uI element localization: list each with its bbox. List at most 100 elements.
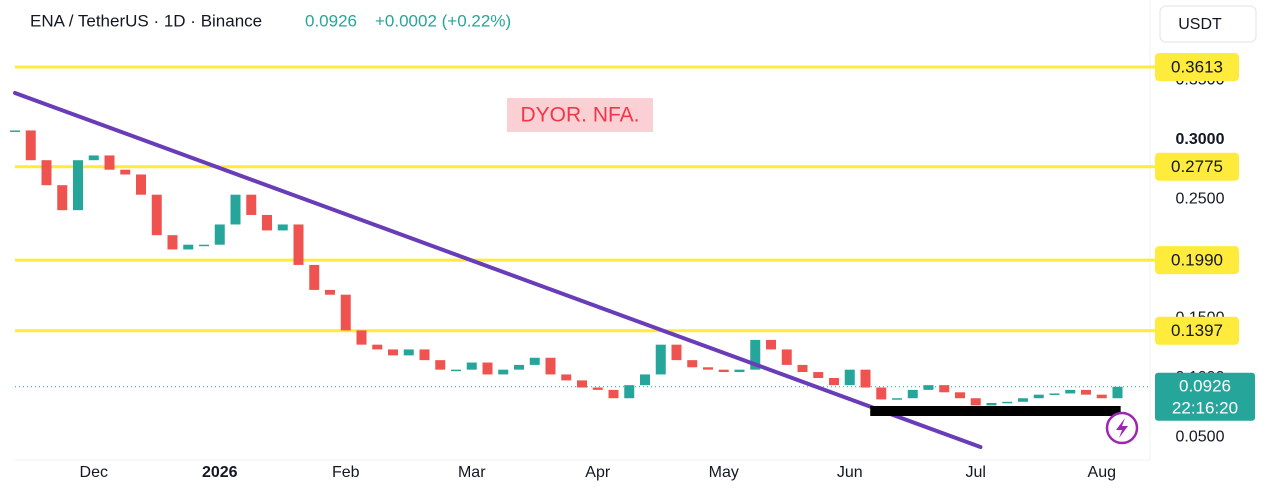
annotation: DYOR. NFA. (520, 104, 639, 127)
candle (545, 357, 556, 375)
candle (419, 349, 430, 361)
candle (718, 369, 729, 373)
annotation-box (507, 98, 653, 132)
candle (608, 389, 619, 399)
last-price-label: 0.0926 (1179, 376, 1231, 395)
x-tick-label: Mar (458, 464, 486, 481)
level-label-box (1155, 246, 1239, 275)
candle (844, 369, 855, 386)
candle (356, 330, 367, 345)
x-tick-label: Aug (1088, 464, 1116, 481)
y-tick-label: 0.3000 (1176, 131, 1225, 148)
symbol-title: ENA / TetherUS · 1D · Binance (30, 11, 262, 30)
candle (372, 344, 383, 350)
candle (640, 374, 650, 386)
candle (781, 349, 792, 365)
x-tick-label: May (709, 464, 739, 481)
x-tick-label: 2026 (202, 464, 238, 481)
candle (829, 377, 839, 386)
y-tick-label: 0.2500 (1176, 191, 1225, 208)
candle (246, 194, 257, 215)
candle (923, 385, 934, 390)
countdown: 22:16:20 (1172, 398, 1238, 417)
level-label-box (1155, 152, 1239, 181)
candle (136, 174, 146, 195)
candle (309, 264, 320, 290)
level-label: 0.3613 (1171, 57, 1223, 76)
candle (1096, 394, 1107, 399)
candle (388, 349, 398, 356)
x-tick-label: Jul (966, 464, 986, 481)
candle (939, 385, 950, 393)
candle (592, 387, 603, 390)
candle (655, 344, 666, 375)
candle (25, 130, 36, 161)
candle (262, 214, 272, 231)
candle (325, 289, 335, 295)
currency[interactable]: USDT (1178, 16, 1222, 33)
candle (577, 380, 587, 388)
candle (120, 169, 131, 175)
x-tick-label: Apr (585, 464, 611, 481)
candle (41, 160, 52, 186)
candle (10, 130, 20, 132)
candle (561, 374, 572, 381)
candle (750, 339, 761, 370)
lightning (1116, 418, 1128, 438)
plot-area: Dec 2026 Feb Mar Apr May Jun Jul Aug (10, 0, 1155, 481)
candle (1081, 389, 1091, 395)
candle (624, 385, 635, 399)
candle (813, 372, 824, 378)
price-axis: 0.05000.10000.15000.20000.25000.30000.35… (1155, 53, 1255, 446)
candle (167, 235, 178, 250)
candle (514, 364, 524, 370)
candle (293, 224, 304, 265)
x-tick-label: Dec (80, 464, 108, 481)
candle (230, 194, 241, 225)
candle (703, 367, 713, 370)
level-label: 0.1990 (1171, 251, 1223, 270)
candle (183, 244, 194, 250)
candle (1065, 389, 1076, 394)
level-label-box (1155, 53, 1239, 82)
x-tick-label: Feb (332, 464, 360, 481)
currency-box[interactable] (1159, 5, 1257, 43)
candle (892, 398, 902, 400)
trendline (13, 90, 983, 450)
last-price: 0.0926 (305, 11, 357, 30)
candle (451, 369, 461, 372)
candle (907, 389, 918, 399)
candle (214, 224, 225, 245)
y-tick-label: 0.0500 (1176, 429, 1225, 446)
candle (104, 155, 115, 170)
candle (955, 392, 965, 399)
candle (671, 344, 682, 361)
level-label: 0.1397 (1171, 321, 1223, 340)
candle (1112, 386, 1123, 399)
candle (57, 185, 68, 211)
level-label: 0.2775 (1171, 157, 1223, 176)
candle (277, 224, 288, 231)
last-price-box (1155, 372, 1255, 421)
candle (151, 194, 162, 236)
candle (1002, 401, 1013, 404)
candle (970, 398, 981, 406)
candle (435, 360, 446, 370)
candle (498, 369, 509, 375)
candle (687, 360, 698, 368)
candle (986, 402, 997, 406)
level-label-box (1155, 316, 1239, 345)
x-tick-label: Jun (837, 464, 863, 481)
candle (340, 294, 351, 331)
candle (860, 369, 871, 388)
candle (766, 339, 776, 350)
candle (482, 362, 493, 375)
candle (199, 244, 209, 247)
candle (403, 349, 414, 356)
candle (876, 387, 887, 400)
candle (734, 369, 745, 373)
candle (1033, 394, 1044, 399)
candle (1018, 398, 1028, 402)
candle (1049, 393, 1060, 395)
